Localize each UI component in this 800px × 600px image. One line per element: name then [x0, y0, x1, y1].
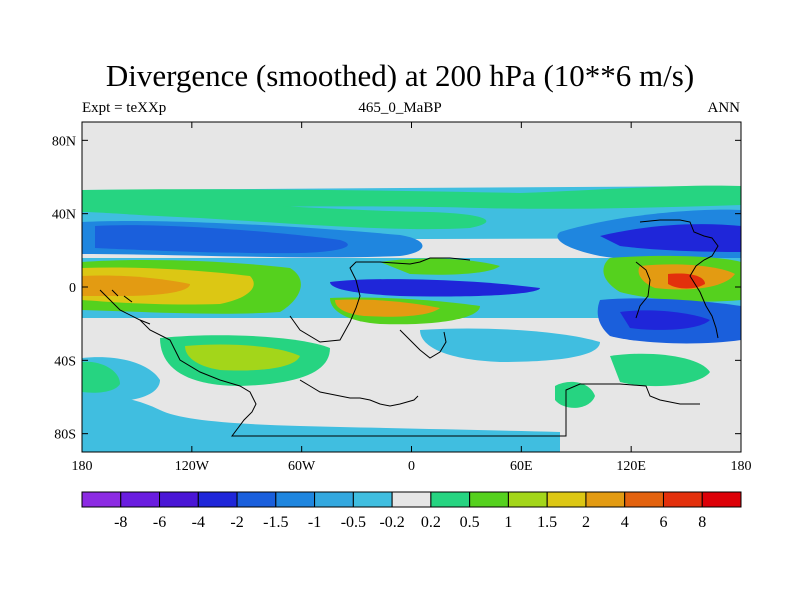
colorbar-box — [197, 491, 238, 508]
colorbar: -8 -6 -4 -2 -1.5 -1 -0.5 -0.2 0.2 0.5 1 1.5 2 4 6 8 — [81, 491, 742, 531]
x-tick-label: 60E — [510, 459, 533, 474]
contour-south-green-pac — [610, 353, 710, 387]
colorbar-label: 0.5 — [460, 514, 480, 531]
contour-wpac-dark-blue — [620, 310, 710, 330]
colorbar-box — [507, 491, 548, 508]
colorbar-label: -1 — [308, 514, 321, 531]
contour-green-north-2 — [82, 198, 487, 230]
colorbar-box — [81, 491, 122, 508]
x-tick-label: 60W — [288, 459, 316, 474]
coastline-southern-africa — [399, 329, 447, 359]
experiment-label: Expt = teXXp — [82, 100, 167, 116]
contour-field — [82, 185, 741, 452]
contour-green-north — [82, 185, 741, 209]
y-tick-label: 0 — [69, 281, 76, 296]
contour-india-green — [380, 258, 500, 275]
y-tick-label: 80N — [52, 134, 76, 149]
y-tick-label: 80S — [54, 428, 76, 443]
colorbar-label: -1.5 — [263, 514, 288, 531]
colorbar-label: -6 — [153, 514, 166, 531]
coastline-africa — [289, 257, 471, 343]
contour-equator-orange-west — [82, 275, 190, 296]
y-axis: 80N 40N 0 40S 80S — [52, 134, 741, 443]
run-label: 465_0_MaBP — [358, 100, 442, 116]
coastline-asia — [639, 219, 719, 339]
y-tick-label: 40N — [52, 208, 76, 223]
contour-africa-orange — [335, 299, 440, 317]
colorbar-box — [624, 491, 664, 508]
contour-south-green-west — [82, 361, 120, 393]
colorbar-box — [236, 491, 277, 508]
season-label: ANN — [707, 100, 741, 116]
x-tick-label: 0 — [408, 459, 415, 474]
contour-dark-blue-east — [600, 224, 741, 252]
colorbar-box — [314, 491, 354, 508]
x-tick-label: 120W — [175, 459, 210, 474]
colorbar-label: 6 — [659, 514, 667, 531]
colorbar-label: 1.5 — [537, 514, 557, 531]
contour-antarctic-cyan — [82, 395, 560, 452]
colorbar-box — [546, 491, 587, 508]
colorbar-box — [275, 491, 316, 508]
contour-blue-west — [95, 225, 348, 254]
colorbar-box — [159, 491, 199, 508]
x-axis: 180 120W 60W 0 60E 120E 180 — [72, 122, 752, 474]
colorbar-label: -0.2 — [379, 514, 404, 531]
colorbar-box — [391, 491, 432, 508]
x-tick-label: 120E — [616, 459, 646, 474]
colorbar-box — [662, 491, 703, 508]
x-tick-label: 180 — [731, 459, 752, 474]
colorbar-label: -8 — [114, 514, 127, 531]
colorbar-box — [585, 491, 626, 508]
y-tick-label: 40S — [54, 354, 76, 369]
colorbar-box — [352, 491, 393, 508]
coastline-south-america — [99, 289, 700, 437]
colorbar-label: 8 — [698, 514, 706, 531]
colorbar-box — [120, 491, 161, 508]
colorbar-label: -2 — [230, 514, 243, 531]
x-tick-label: 180 — [72, 459, 93, 474]
colorbar-label: 4 — [621, 514, 629, 531]
colorbar-label: 0.2 — [421, 514, 441, 531]
coastline-madagascar — [299, 379, 419, 407]
coastline-islands — [111, 289, 151, 325]
contour-atlantic-blue — [330, 279, 540, 297]
colorbar-label: 2 — [582, 514, 590, 531]
contour-south-cyan-indian — [420, 328, 600, 362]
chart-title: Divergence (smoothed) at 200 hPa (10**6 … — [105, 58, 695, 93]
contour-south-green-indian — [555, 381, 595, 408]
colorbar-label: 1 — [504, 514, 512, 531]
colorbar-box — [701, 491, 742, 508]
colorbar-label: -0.5 — [341, 514, 366, 531]
colorbar-label: -4 — [192, 514, 205, 531]
coastlines — [99, 219, 719, 437]
colorbar-box — [430, 491, 471, 508]
coastline-maritime — [635, 261, 651, 319]
colorbar-box — [469, 491, 509, 508]
contour-south-yellow — [185, 344, 300, 371]
